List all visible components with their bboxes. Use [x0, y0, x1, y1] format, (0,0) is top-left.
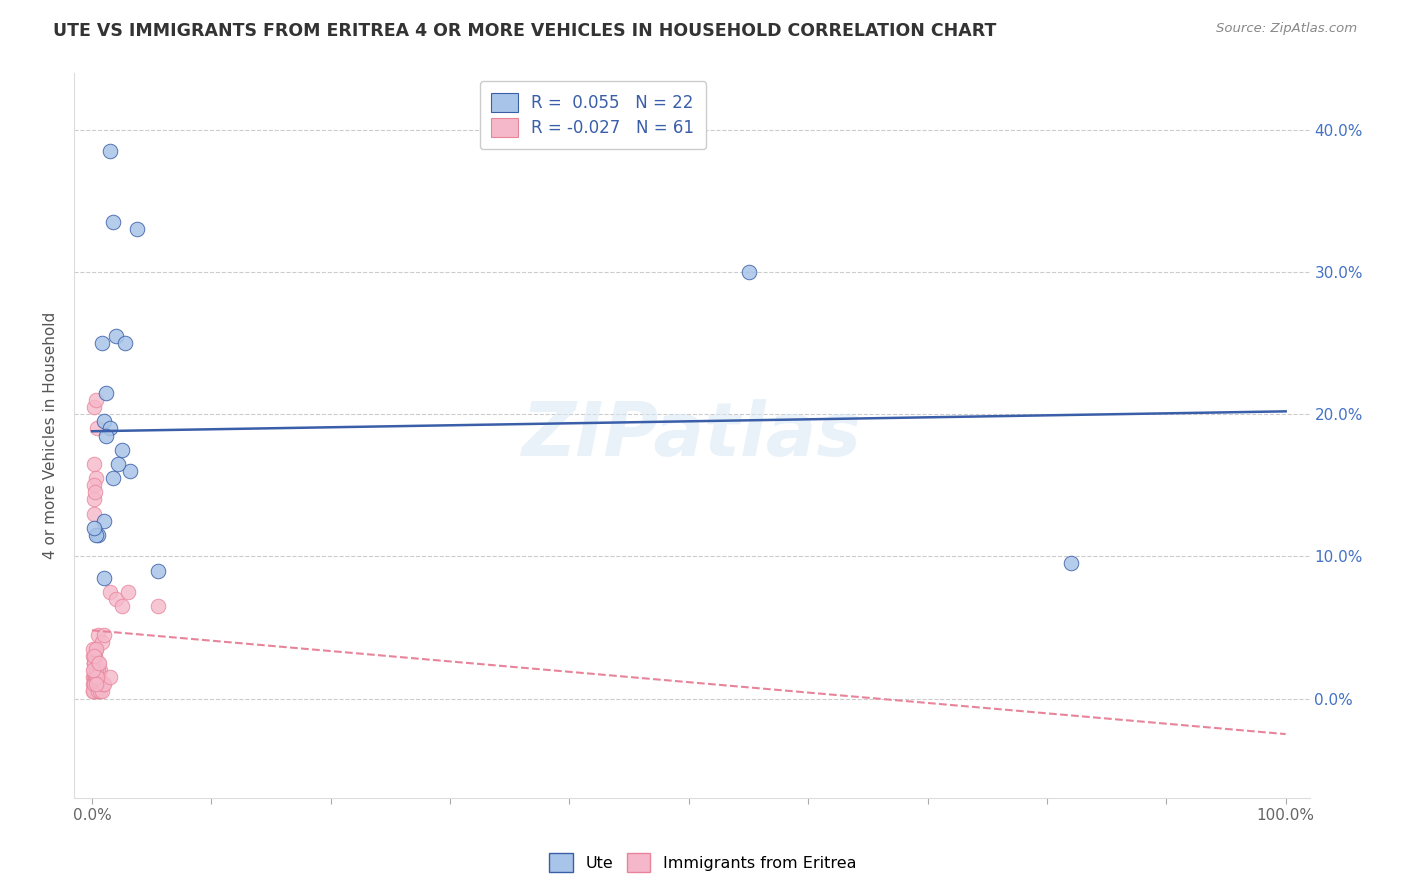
Point — [86, 677, 108, 691]
Point — [98, 144, 121, 158]
Point — [82, 684, 104, 698]
Point — [737, 265, 759, 279]
Point — [82, 677, 104, 691]
Point — [87, 528, 110, 542]
Point — [83, 492, 105, 507]
Point — [103, 215, 125, 229]
Point — [84, 471, 107, 485]
Point — [93, 627, 115, 641]
Point — [83, 521, 105, 535]
Point — [83, 656, 105, 670]
Point — [111, 442, 134, 457]
Point — [83, 457, 105, 471]
Point — [120, 464, 142, 478]
Point — [111, 599, 134, 614]
Text: ZIPatlas: ZIPatlas — [522, 399, 862, 472]
Point — [104, 592, 127, 607]
Point — [104, 329, 127, 343]
Point — [83, 677, 105, 691]
Point — [117, 585, 139, 599]
Point — [86, 670, 108, 684]
Point — [86, 421, 108, 435]
Point — [96, 428, 118, 442]
Point — [83, 656, 105, 670]
Point — [90, 684, 112, 698]
Point — [93, 414, 115, 428]
Point — [89, 670, 111, 684]
Point — [83, 663, 105, 677]
Point — [84, 528, 107, 542]
Point — [86, 663, 108, 677]
Point — [90, 634, 112, 648]
Point — [89, 677, 111, 691]
Point — [98, 421, 121, 435]
Point — [98, 585, 121, 599]
Point — [93, 571, 115, 585]
Point — [83, 478, 105, 492]
Point — [103, 471, 125, 485]
Point — [82, 684, 104, 698]
Point — [84, 677, 107, 691]
Point — [87, 656, 110, 670]
Point — [83, 656, 105, 670]
Point — [83, 400, 105, 414]
Point — [87, 663, 110, 677]
Point — [107, 457, 129, 471]
Point — [84, 670, 107, 684]
Point — [93, 677, 115, 691]
Legend: R =  0.055   N = 22, R = -0.027   N = 61: R = 0.055 N = 22, R = -0.027 N = 61 — [479, 81, 706, 149]
Point — [146, 599, 169, 614]
Point — [146, 564, 169, 578]
Point — [84, 677, 107, 691]
Point — [83, 684, 105, 698]
Point — [84, 641, 107, 656]
Point — [83, 677, 105, 691]
Point — [89, 656, 111, 670]
Point — [82, 663, 104, 677]
Point — [89, 677, 111, 691]
Point — [84, 485, 107, 500]
Point — [127, 222, 149, 236]
Point — [82, 670, 104, 684]
Point — [86, 684, 108, 698]
Point — [84, 648, 107, 663]
Point — [84, 392, 107, 407]
Point — [86, 670, 108, 684]
Point — [82, 641, 104, 656]
Point — [84, 641, 107, 656]
Point — [83, 648, 105, 663]
Point — [84, 670, 107, 684]
Point — [98, 670, 121, 684]
Point — [82, 648, 104, 663]
Point — [84, 677, 107, 691]
Point — [1060, 557, 1083, 571]
Point — [93, 514, 115, 528]
Text: Source: ZipAtlas.com: Source: ZipAtlas.com — [1216, 22, 1357, 36]
Point — [87, 684, 110, 698]
Point — [83, 670, 105, 684]
Text: UTE VS IMMIGRANTS FROM ERITREA 4 OR MORE VEHICLES IN HOUSEHOLD CORRELATION CHART: UTE VS IMMIGRANTS FROM ERITREA 4 OR MORE… — [53, 22, 997, 40]
Point — [114, 336, 136, 351]
Legend: Ute, Immigrants from Eritrea: Ute, Immigrants from Eritrea — [541, 845, 865, 880]
Point — [87, 627, 110, 641]
Point — [89, 663, 111, 677]
Point — [84, 663, 107, 677]
Point — [96, 385, 118, 400]
Point — [91, 677, 114, 691]
Point — [84, 684, 107, 698]
Y-axis label: 4 or more Vehicles in Household: 4 or more Vehicles in Household — [44, 312, 58, 559]
Point — [90, 336, 112, 351]
Point — [89, 684, 111, 698]
Point — [83, 507, 105, 521]
